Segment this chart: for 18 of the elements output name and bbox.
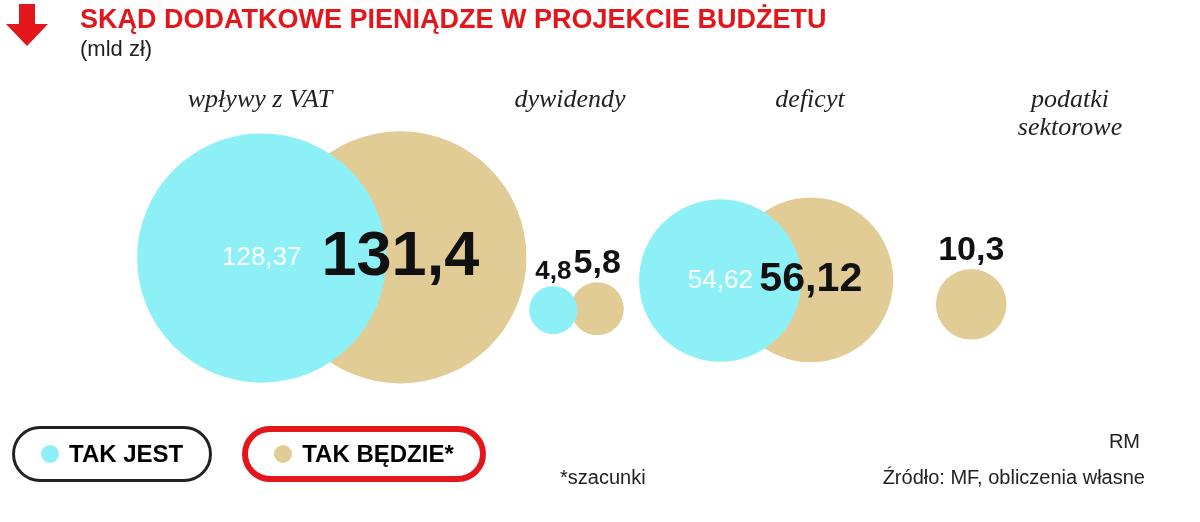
category-label: dywidendy [514, 83, 627, 113]
text: SKĄD DODATKOWE PIENIĄDZE W PROJEKCIE BUDŻETU [80, 4, 827, 35]
legend-label: TAK BĘDZIE* [302, 440, 454, 468]
data-label: 128,37 [221, 241, 302, 272]
data-label: 4,8 [535, 254, 572, 285]
data-label: 56,12 [759, 254, 863, 301]
data-label: 131,4 [321, 217, 480, 288]
data-label: 5,8 [573, 242, 621, 280]
text: (mld zł) [80, 36, 153, 62]
data-label: 10,3 [938, 228, 1005, 267]
category-label: deficyt [775, 83, 846, 113]
category-label: wpływy z VAT [187, 83, 334, 113]
data-label: 54,62 [687, 263, 753, 294]
text: RM [1108, 430, 1140, 453]
legend-label: TAK JEST [69, 440, 184, 468]
category-label: podatki sektorowe [1017, 83, 1123, 141]
text: *szacunki [560, 466, 646, 489]
text: Źródło: MF, obliczenia własne [882, 466, 1145, 489]
